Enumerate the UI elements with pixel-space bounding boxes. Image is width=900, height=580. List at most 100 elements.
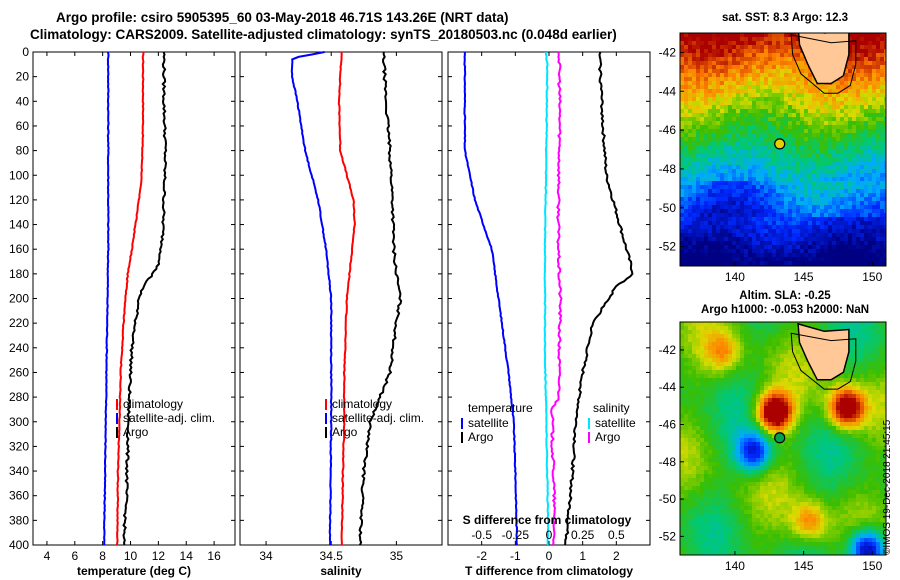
map-cell bbox=[740, 454, 745, 459]
map-cell bbox=[680, 354, 685, 359]
map-cell bbox=[692, 498, 697, 503]
map-cell bbox=[680, 57, 685, 62]
map-cell bbox=[684, 370, 689, 375]
map-cell bbox=[748, 261, 753, 266]
map-y-tick-label: -48 bbox=[659, 162, 677, 176]
map-cell bbox=[760, 253, 765, 258]
map-cell bbox=[792, 177, 797, 182]
map-cell bbox=[720, 249, 725, 254]
map-cell bbox=[772, 462, 777, 467]
map-cell bbox=[832, 129, 837, 134]
map-cell bbox=[804, 225, 809, 230]
map-cell bbox=[836, 253, 841, 258]
map-cell bbox=[716, 129, 721, 134]
map-cell bbox=[844, 201, 849, 206]
map-cell bbox=[772, 93, 777, 98]
map-cell bbox=[764, 414, 769, 419]
map-cell bbox=[792, 241, 797, 246]
map-cell bbox=[856, 221, 861, 226]
map-cell bbox=[724, 141, 729, 146]
map-cell bbox=[852, 37, 857, 42]
map-cell bbox=[728, 374, 733, 379]
map-cell bbox=[696, 358, 701, 363]
map-cell bbox=[840, 245, 845, 250]
map-cell bbox=[684, 354, 689, 359]
map-cell bbox=[688, 498, 693, 503]
map-cell bbox=[792, 197, 797, 202]
map-cell bbox=[852, 153, 857, 158]
map-cell bbox=[860, 197, 865, 202]
map-cell bbox=[784, 57, 789, 62]
map-cell bbox=[740, 165, 745, 170]
map-cell bbox=[768, 334, 773, 339]
map-cell bbox=[752, 137, 757, 142]
map-cell bbox=[764, 482, 769, 487]
map-cell bbox=[744, 229, 749, 234]
tasmania-landmass bbox=[797, 33, 850, 85]
map-cell bbox=[776, 149, 781, 154]
map-cell bbox=[840, 125, 845, 130]
map-cell bbox=[792, 205, 797, 210]
map-cell bbox=[724, 117, 729, 122]
map-cell bbox=[748, 458, 753, 463]
map-cell bbox=[700, 402, 705, 407]
map-cell bbox=[688, 165, 693, 170]
map-cell bbox=[800, 157, 805, 162]
map-cell bbox=[840, 101, 845, 106]
map-cell bbox=[856, 205, 861, 210]
map-cell bbox=[756, 129, 761, 134]
map-cell bbox=[848, 157, 853, 162]
map-cell bbox=[856, 185, 861, 190]
map-cell bbox=[780, 502, 785, 507]
map-cell bbox=[856, 253, 861, 258]
map-cell bbox=[820, 257, 825, 262]
map-cell bbox=[732, 334, 737, 339]
map-cell bbox=[784, 474, 789, 479]
map-cell bbox=[748, 57, 753, 62]
map-cell bbox=[876, 213, 881, 218]
map-cell bbox=[884, 41, 886, 46]
map-cell bbox=[692, 197, 697, 202]
map-cell bbox=[700, 390, 705, 395]
map-cell bbox=[788, 165, 793, 170]
map-cell bbox=[800, 197, 805, 202]
map-cell bbox=[804, 185, 809, 190]
map-cell bbox=[680, 77, 685, 82]
map-cell bbox=[868, 197, 873, 202]
map-cell bbox=[748, 157, 753, 162]
map-cell bbox=[784, 334, 789, 339]
map-cell bbox=[780, 257, 785, 262]
map-cell bbox=[860, 81, 865, 86]
map-cell bbox=[708, 61, 713, 66]
map-cell bbox=[688, 229, 693, 234]
map-cell bbox=[684, 334, 689, 339]
map-cell bbox=[776, 201, 781, 206]
map-cell bbox=[680, 213, 685, 218]
map-cell bbox=[752, 342, 757, 347]
map-cell bbox=[844, 77, 849, 82]
map-cell bbox=[696, 322, 701, 327]
map-cell bbox=[692, 69, 697, 74]
map-cell bbox=[692, 229, 697, 234]
map-cell bbox=[828, 209, 833, 214]
map-cell bbox=[688, 85, 693, 90]
map-cell bbox=[728, 490, 733, 495]
map-cell bbox=[868, 145, 873, 150]
map-cell bbox=[688, 157, 693, 162]
map-cell bbox=[768, 398, 773, 403]
map-cell bbox=[716, 422, 721, 427]
map-cell bbox=[700, 209, 705, 214]
map-cell bbox=[820, 233, 825, 238]
map-cell bbox=[816, 169, 821, 174]
map-cell bbox=[740, 57, 745, 62]
map-cell bbox=[780, 370, 785, 375]
map-cell bbox=[756, 169, 761, 174]
map-cell bbox=[880, 237, 885, 242]
map-cell bbox=[724, 201, 729, 206]
map-cell bbox=[788, 334, 793, 339]
map-cell bbox=[756, 446, 761, 451]
map-cell bbox=[800, 213, 805, 218]
map-cell bbox=[752, 217, 757, 222]
map-cell bbox=[696, 109, 701, 114]
